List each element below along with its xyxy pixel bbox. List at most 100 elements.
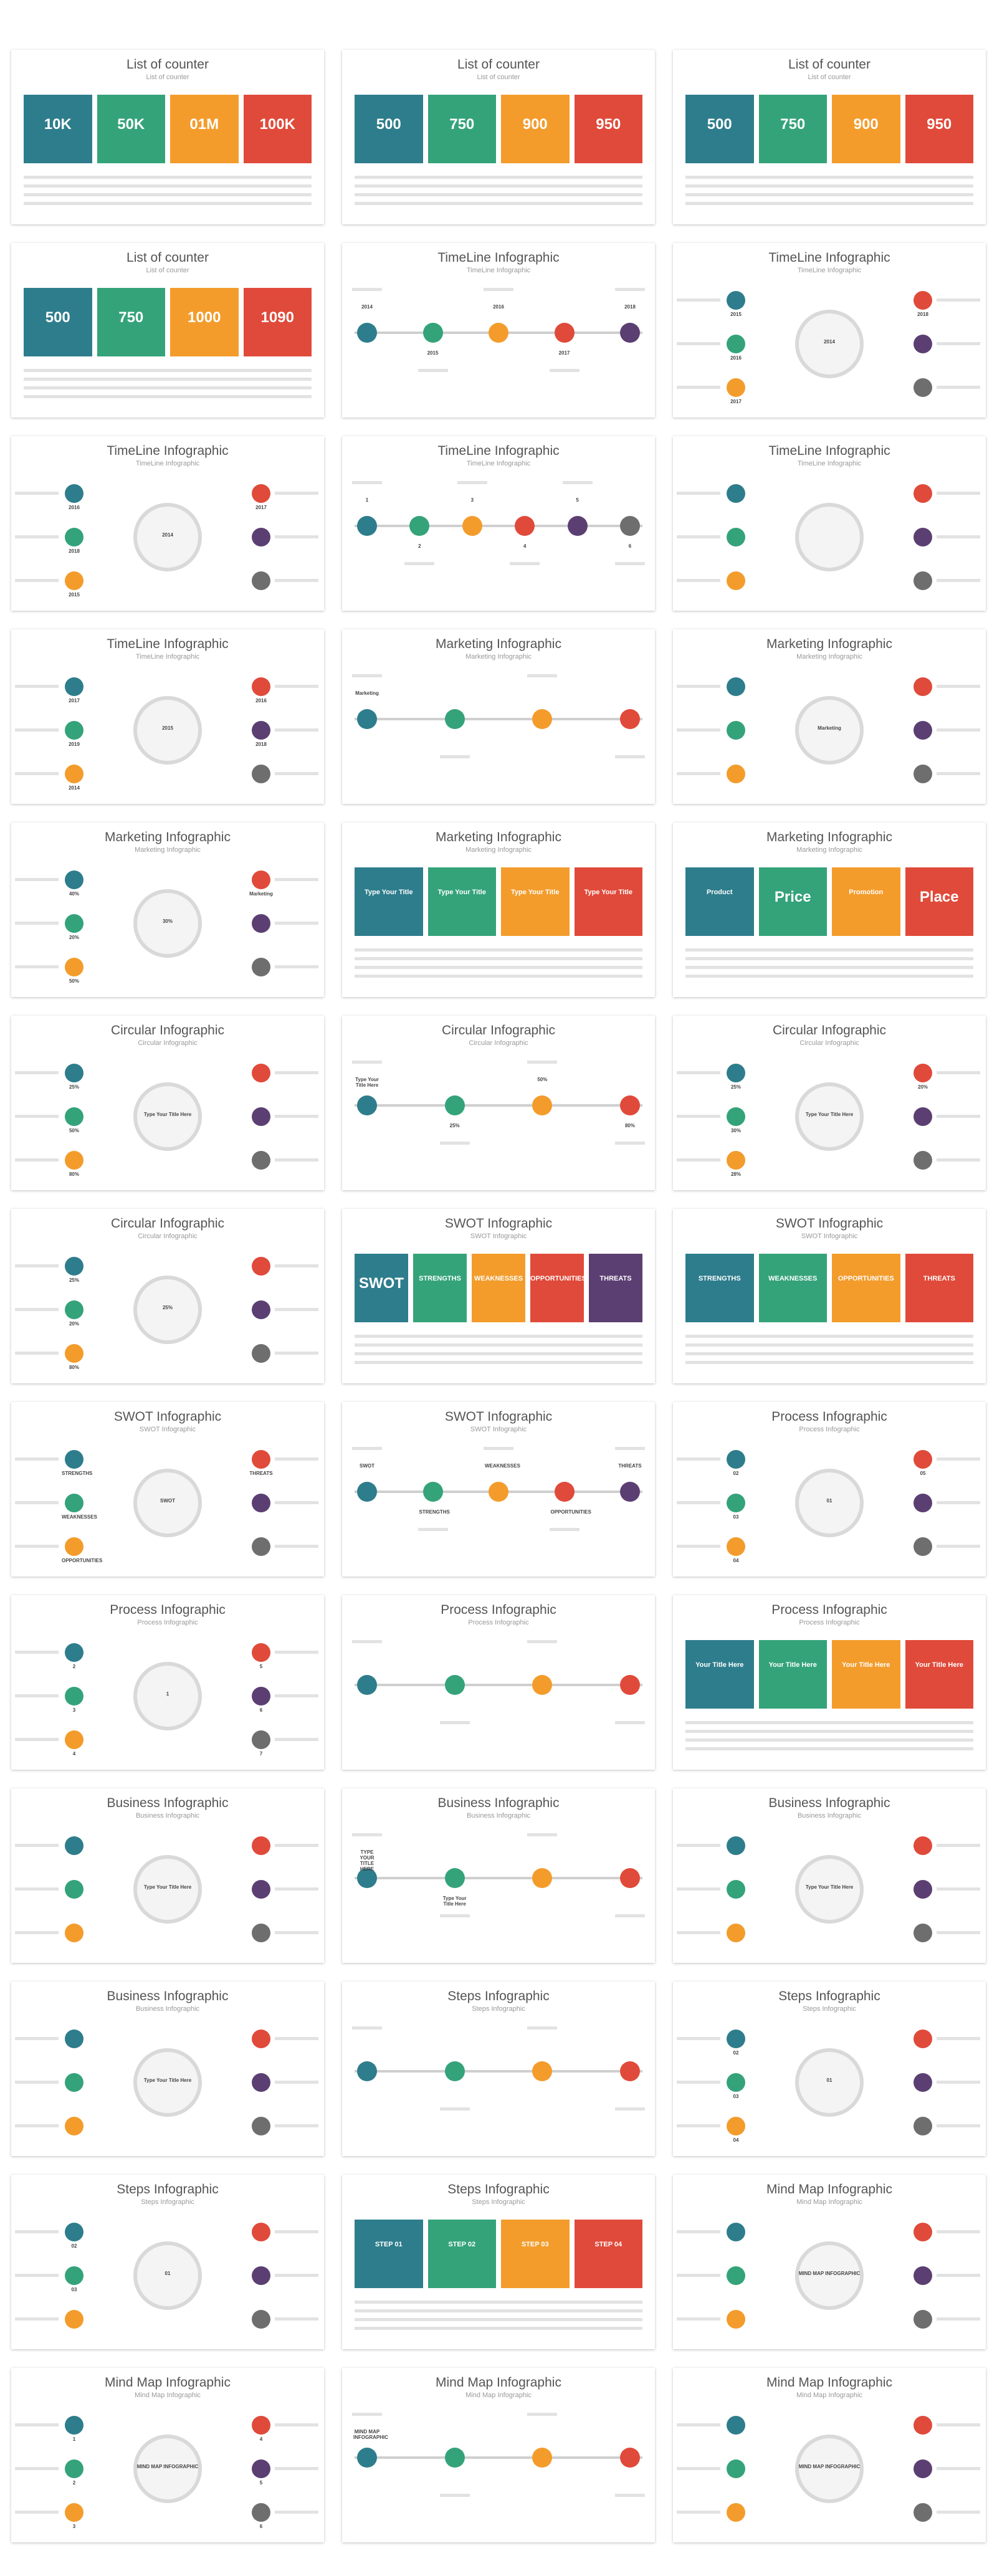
center-ring: [133, 2435, 202, 2503]
slide-content: Type Your Title Here 25% 30% 28% 20%: [677, 1054, 980, 1180]
slide-content: Type Your Title Type Your Title Type Your …: [355, 861, 642, 987]
slide-subtitle: Steps Infographic: [472, 2198, 525, 2206]
item-icon: [727, 528, 745, 546]
center-label: 1: [166, 1691, 169, 1697]
slide-content: TYPE YOUR TITLE HERE Type Your Title Here: [352, 1827, 645, 1953]
slide-content: 500 750 900 950: [355, 88, 642, 214]
item-icon: [914, 721, 932, 740]
slide-title: Mind Map Infographic: [766, 2182, 892, 2197]
item-text: [15, 579, 59, 582]
item-label: 2017: [730, 399, 742, 404]
item-text: [677, 2274, 720, 2277]
slide-1: List of counter List of counter 10K 50K 01M 1…: [11, 50, 324, 224]
item-label: 28%: [730, 1171, 741, 1177]
item-text: [275, 1071, 318, 1074]
item-text: [275, 772, 318, 775]
item-text: [677, 342, 720, 345]
slide-content: STRENGTHS WEAKNESSES OPPORTUNITIES THREATS: [685, 1247, 973, 1373]
item-text: [677, 1844, 720, 1847]
item-text: [15, 1844, 59, 1847]
item-text: [15, 1501, 59, 1504]
item-icon: [65, 1450, 83, 1469]
item-text: [15, 1115, 59, 1118]
node-text: [615, 288, 645, 291]
item-icon: [914, 677, 932, 696]
tile: THREATS: [589, 1254, 642, 1322]
slide-19: Circular Infographic Circular Infographic…: [11, 1209, 324, 1383]
node-label: 50%: [537, 1077, 548, 1082]
item-text: [937, 1887, 980, 1891]
slide-subtitle: SWOT Infographic: [801, 1233, 858, 1240]
item-text: [275, 1352, 318, 1355]
item-text: [677, 1115, 720, 1118]
item-icon: [914, 1107, 932, 1126]
item-icon: [252, 2416, 270, 2435]
item-icon: [727, 721, 745, 740]
node-text: [352, 288, 382, 291]
item-label: WEAKNESSES: [62, 1514, 97, 1520]
slide-12: Marketing Infographic Marketing Infograph…: [673, 629, 986, 804]
item-icon: [65, 914, 83, 933]
tile-label: Type Your Title: [437, 889, 486, 896]
item-label: 6: [259, 1707, 263, 1713]
item-icon: [252, 1836, 270, 1855]
slide-title: Process Infographic: [771, 1603, 887, 1617]
item-label: 1: [72, 2436, 76, 2442]
tile: 100K: [243, 95, 312, 163]
item-icon: [252, 1880, 270, 1899]
timeline-node: [620, 2061, 640, 2081]
item-text: [937, 1457, 980, 1461]
tile-label: STEP 01: [374, 2241, 403, 2248]
node-label: MIND MAP INFOGRAPHIC: [353, 2429, 388, 2440]
item-icon: [252, 1064, 270, 1082]
slide-content: SWOT STRENGTHS WEAKNESSES OPPORTUNITIES THRE…: [352, 1441, 645, 1567]
slide-title: Marketing Infographic: [766, 830, 892, 844]
timeline-node: [357, 1095, 377, 1115]
slide-25: Process Infographic Process Infographic 1 2…: [11, 1595, 324, 1770]
slide-title: TimeLine Infographic: [768, 444, 890, 458]
text-line: [355, 202, 642, 205]
tile-label: 750: [449, 116, 475, 133]
slide-content: SWOT STRENGTHS WEAKNESSES OPPORTUNITIES THRE…: [15, 1441, 318, 1567]
item-label: 2018: [917, 312, 928, 317]
slide-content: 30% 40% 20% 50% Marketing: [15, 861, 318, 987]
node-text: [510, 562, 540, 565]
tile: Type Your Title: [574, 867, 642, 936]
item-icon: [914, 1836, 932, 1855]
slide-subtitle: Circular Infographic: [138, 1233, 198, 1240]
item-icon: [727, 335, 745, 353]
node-text: [417, 1528, 448, 1531]
item-icon: [252, 571, 270, 590]
tile-label: 750: [780, 116, 806, 133]
tile: 50K: [97, 95, 165, 163]
item-text: [275, 492, 318, 495]
item-label: 02: [71, 2243, 77, 2249]
item-text: [275, 965, 318, 968]
tile-label: Your Title Here: [768, 1661, 817, 1669]
timeline-node: [620, 516, 640, 536]
tile: STEP 04: [574, 2220, 642, 2288]
tile: WEAKNESSES: [472, 1254, 525, 1322]
item-label: STRENGTHS: [62, 1471, 93, 1476]
text-line: [685, 1343, 973, 1347]
slide-39: Mind Map Infographic Mind Map Infographic…: [673, 2368, 986, 2542]
center-ring: [795, 696, 864, 765]
item-text: [677, 2124, 720, 2127]
slide-title: TimeLine Infographic: [768, 250, 890, 265]
item-text: [677, 1071, 720, 1074]
node-text: [527, 1640, 558, 1643]
node-label: 4: [523, 543, 527, 549]
item-text: [275, 2081, 318, 2084]
item-text: [15, 2037, 59, 2040]
tile: 750: [97, 288, 165, 356]
slide-content: 01 02 03: [15, 2213, 318, 2339]
slide-title: Marketing Infographic: [436, 830, 561, 844]
timeline-node: [357, 2448, 377, 2468]
tile: STEP 03: [501, 2220, 570, 2288]
slide-title: Circular Infographic: [772, 1023, 887, 1038]
center-ring: [133, 1469, 202, 1537]
slide-subtitle: TimeLine Infographic: [797, 267, 862, 274]
tile: Your Title Here: [905, 1640, 973, 1709]
item-label: 2: [72, 2480, 76, 2486]
item-text: [275, 1738, 318, 1741]
